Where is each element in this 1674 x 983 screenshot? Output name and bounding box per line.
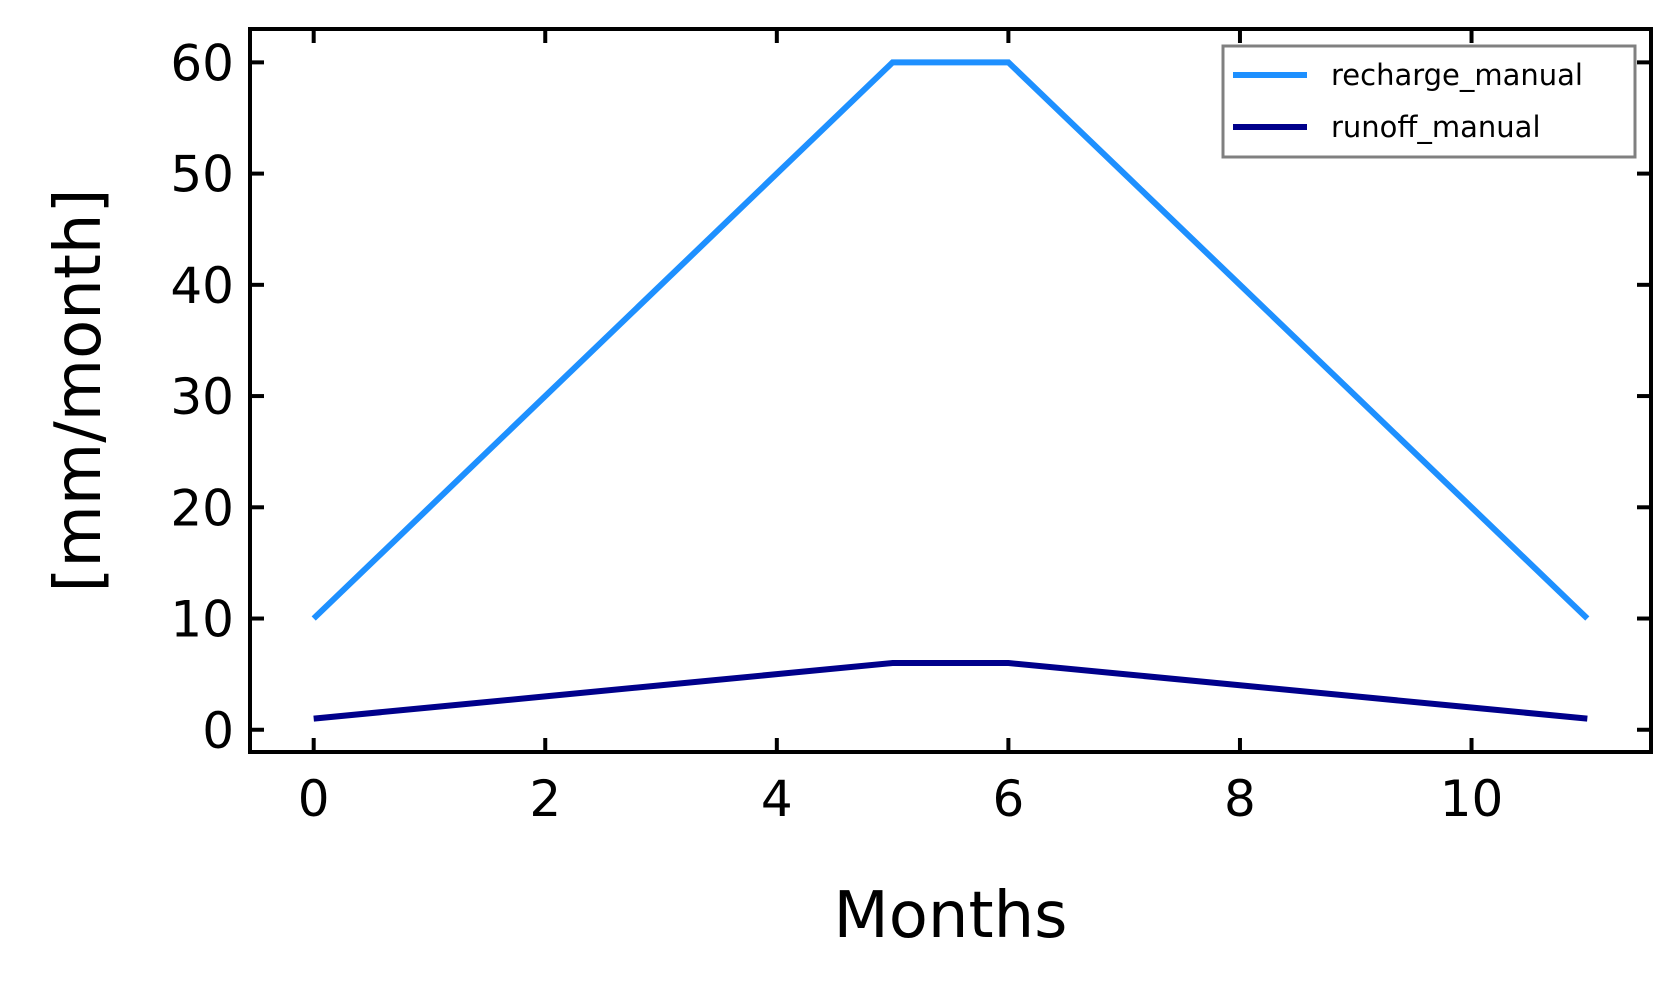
series-layer	[311, 59, 1590, 722]
x-tick-label: 0	[298, 770, 330, 828]
series-line-runoff_manual	[313, 660, 1588, 722]
y-tick-label: 40	[170, 257, 234, 315]
x-tick-label: 8	[1224, 770, 1256, 828]
x-tick-label: 2	[529, 770, 561, 828]
legend-box	[1221, 44, 1637, 159]
axes-frame	[248, 27, 1653, 754]
y-tick-label: 60	[170, 34, 234, 92]
y-tick-label: 10	[170, 591, 234, 649]
legend-label: recharge_manual	[1331, 58, 1583, 92]
axes-border	[248, 27, 1653, 754]
y-tick-label: 20	[170, 479, 234, 537]
x-tick-label: 10	[1440, 770, 1504, 828]
legend: recharge_manual runoff_manual	[1221, 44, 1637, 159]
y-tick-label: 0	[202, 702, 234, 760]
x-axis-title: Months	[834, 879, 1068, 953]
x-tick-label: 4	[761, 770, 793, 828]
x-tick-label: 6	[992, 770, 1024, 828]
y-tick-label: 30	[170, 368, 234, 426]
y-tick-label: 50	[170, 146, 234, 204]
y-axis-title: [mm/month]	[42, 189, 116, 593]
series-line-recharge_manual	[311, 59, 1590, 621]
tick-layer: 0 2 4 6 8 10 0 10 20 30 40 50 60	[170, 29, 1651, 828]
legend-label: runoff_manual	[1331, 110, 1541, 144]
